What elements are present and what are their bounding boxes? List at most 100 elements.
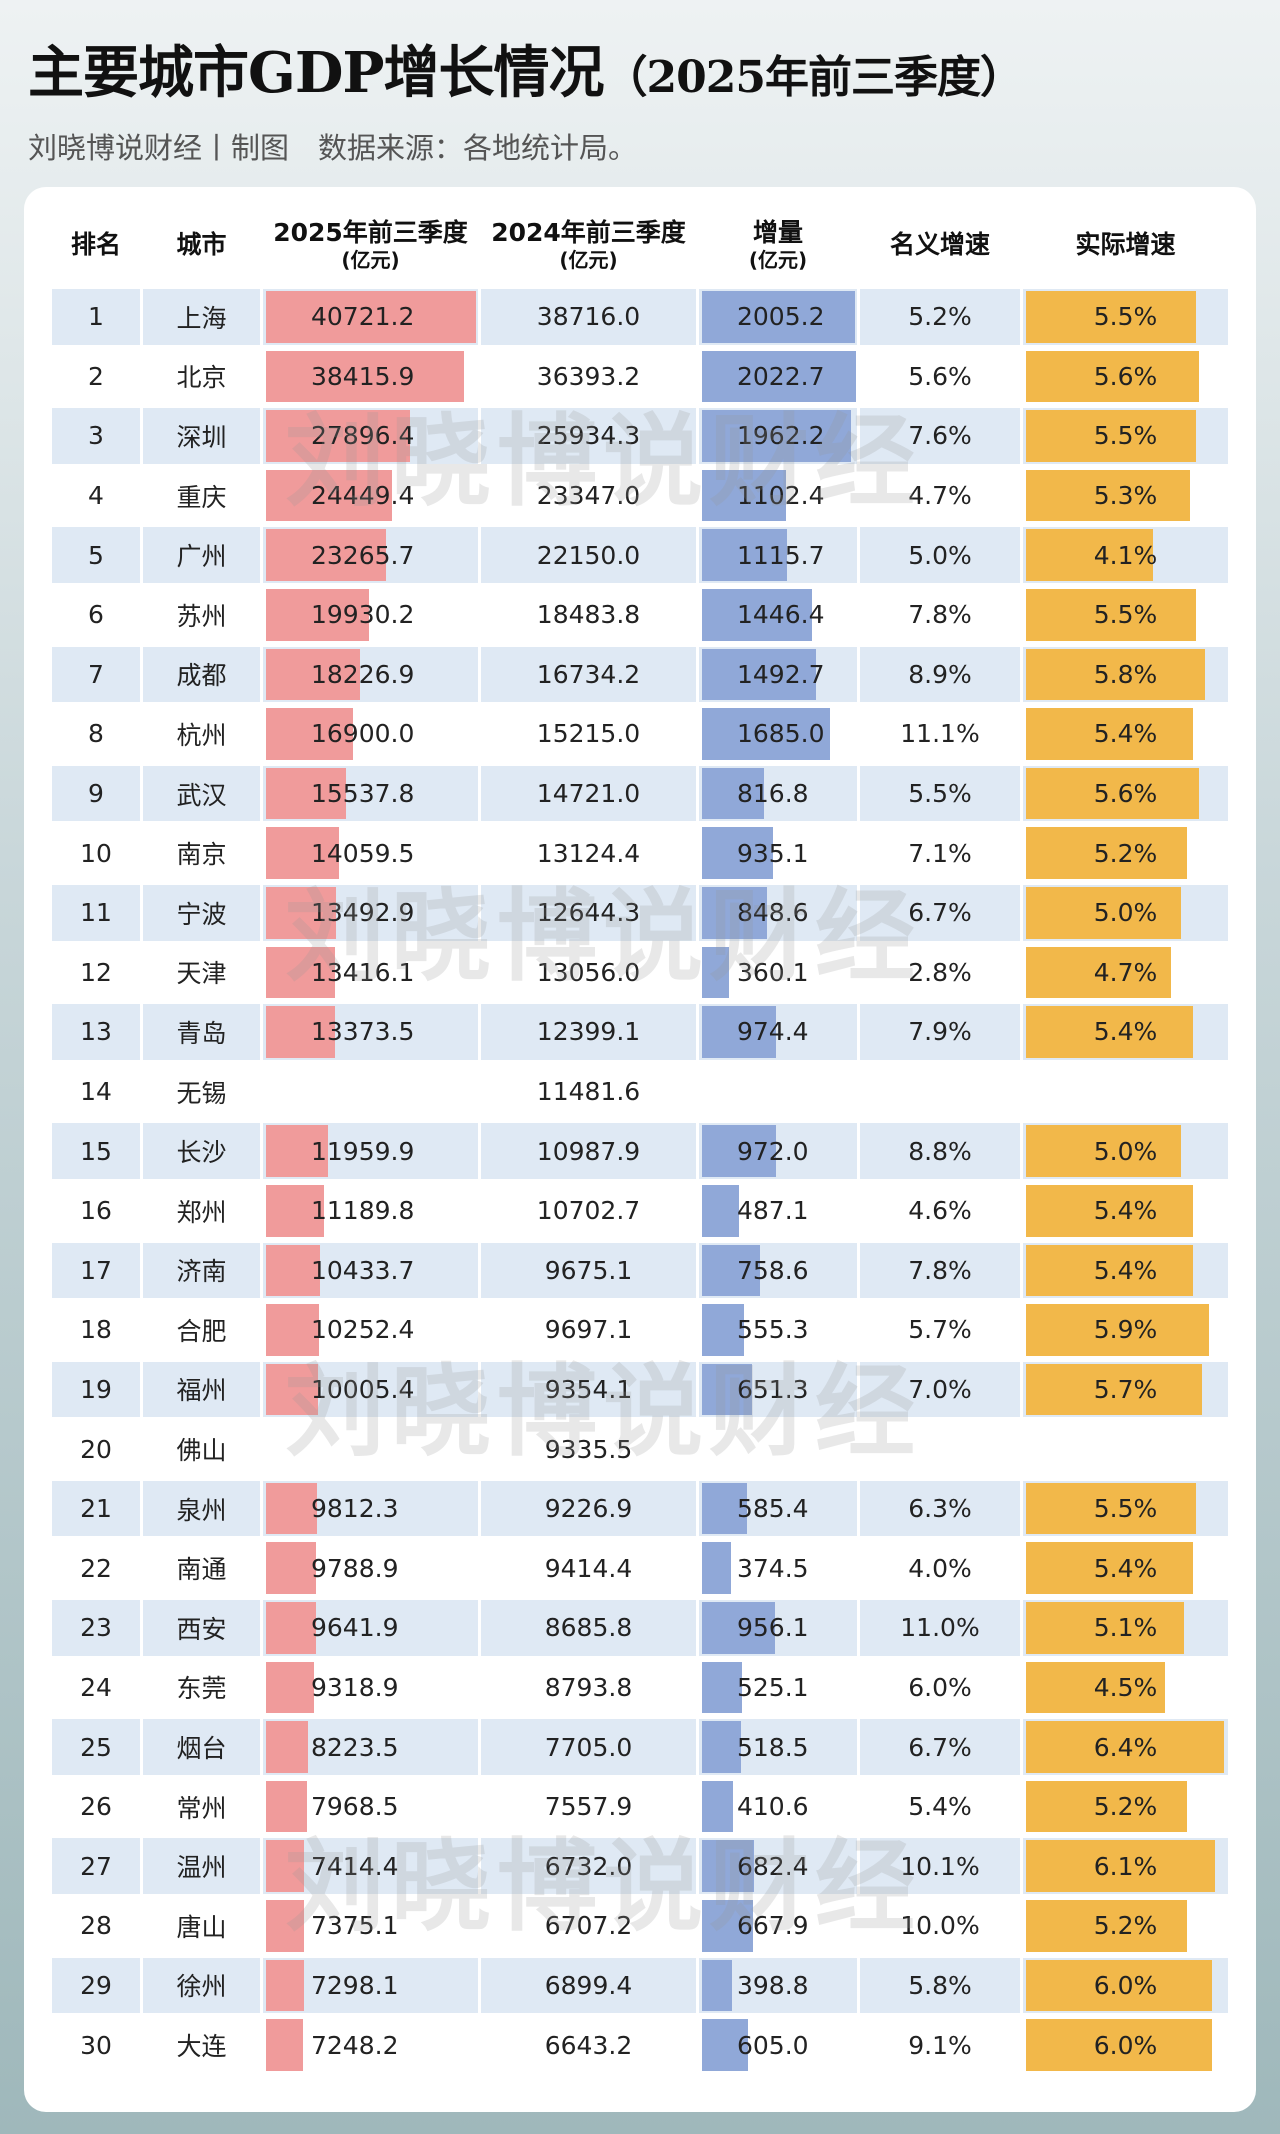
cell-text: 4.0% [908, 1553, 972, 1583]
cell-text: 4.7% [1093, 957, 1158, 987]
cell-text: 5.2% [1093, 1792, 1158, 1822]
cell-gdp-2024: 13056.0 [481, 945, 696, 1001]
cell-text: 徐州 [176, 1972, 227, 2002]
cell-city: 泉州 [143, 1480, 260, 1537]
cell-real-growth: 5.6% [1023, 765, 1228, 822]
cell-text: 14059.5 [311, 838, 415, 868]
cell-gdp-2025: 10433.7 [263, 1242, 478, 1299]
increment-bar [702, 1006, 777, 1058]
header-nominal-growth: 名义增速 [860, 205, 1020, 285]
cell-text: 9335.5 [544, 1434, 633, 1464]
title-period: （2025年前三季度） [603, 52, 1024, 103]
cell-text: 20 [80, 1434, 112, 1464]
cell-text: 13056.0 [536, 957, 641, 987]
cell-text: 杭州 [176, 720, 227, 750]
table-row: 29 徐州 7298.1 6899.4 398.8 5.8% 6.0% [52, 1956, 1230, 2016]
cell-increment: 2005.2 [699, 289, 857, 345]
cell-rank: 26 [52, 1779, 140, 1835]
cell-text: 1115.7 [737, 540, 825, 570]
table-row: 1 上海 40721.2 38716.0 2005.2 5.2% 5.5% [52, 287, 1230, 347]
header-label: 城市 [176, 230, 227, 260]
cell-text: 9812.3 [311, 1494, 399, 1524]
increment-bar [702, 827, 774, 879]
cell-text: 11189.8 [311, 1196, 415, 1226]
cell-city: 北京 [143, 349, 260, 405]
table-row: 16 郑州 11189.8 10702.7 487.1 4.6% 5.4% [52, 1181, 1230, 1241]
table-header: 排名 城市 2025年前三季度 (亿元) 2024年前三季度 (亿元) 增量 (亿元)… [52, 205, 1230, 285]
cell-text: 22 [80, 1553, 112, 1583]
cell-text: 6.0% [1093, 1970, 1158, 2000]
cell-text: 13 [80, 1017, 112, 1047]
cell-gdp-2025: 18226.9 [263, 646, 478, 703]
cell-text: 5.0% [908, 540, 972, 570]
cell-text: 38415.9 [311, 361, 415, 391]
cell-text: 758.6 [737, 1255, 809, 1285]
cell-gdp-2024: 9675.1 [481, 1242, 696, 1299]
cell-text: 西安 [176, 1614, 227, 1644]
cell-real-growth: 6.4% [1023, 1719, 1228, 1775]
cell-text: 南京 [176, 840, 227, 870]
cell-text: 重庆 [176, 482, 227, 512]
cell-nominal-growth: 6.7% [860, 1719, 1020, 1775]
cell-text: 13373.5 [311, 1017, 415, 1047]
table-row: 14 无锡 11481.6 [52, 1062, 1230, 1122]
cell-increment: 605.0 [699, 2017, 857, 2073]
cell-rank: 25 [52, 1719, 140, 1775]
page-title: 主要城市GDP增长情况（2025年前三季度） [28, 28, 1024, 109]
cell-text: 651.3 [737, 1374, 809, 1404]
cell-nominal-growth: 6.3% [860, 1480, 1020, 1537]
cell-increment: 1115.7 [699, 527, 857, 583]
cell-gdp-2025: 9788.9 [263, 1540, 478, 1596]
cell-gdp-2025: 13492.9 [263, 884, 478, 941]
cell-text: 5.4% [1093, 1553, 1158, 1583]
cell-rank: 15 [52, 1123, 140, 1179]
gdp-2025-bar [266, 529, 386, 581]
table-row: 4 重庆 24449.4 23347.0 1102.4 4.7% 5.3% [52, 466, 1230, 526]
cell-gdp-2025: 7248.2 [263, 2017, 478, 2073]
gdp-2025-bar [266, 1661, 315, 1714]
cell-text: 青岛 [176, 1018, 227, 1048]
cell-text: 无锡 [176, 1078, 227, 1108]
cell-nominal-growth: 11.0% [860, 1600, 1020, 1656]
cell-increment: 374.5 [699, 1540, 857, 1596]
cell-text: 4 [88, 481, 104, 511]
cell-real-growth: 5.4% [1023, 1004, 1228, 1060]
cell-rank: 21 [52, 1480, 140, 1537]
cell-real-growth: 5.2% [1023, 1779, 1228, 1835]
cell-real-growth: 5.4% [1023, 1242, 1228, 1299]
header-gdp-2025: 2025年前三季度 (亿元) [263, 205, 478, 285]
table-row: 3 深圳 27896.4 25934.3 1962.2 7.6% 5.5% [52, 406, 1230, 466]
cell-text: 5.8% [908, 1970, 972, 2000]
cell-real-growth: 5.0% [1023, 1123, 1228, 1179]
table-row: 6 苏州 19930.2 18483.8 1446.4 7.8% 5.5% [52, 585, 1230, 645]
increment-bar [702, 708, 831, 760]
cell-city: 武汉 [143, 765, 260, 822]
cell-gdp-2025: 7414.4 [263, 1838, 478, 1895]
cell-text: 38716.0 [536, 302, 641, 332]
cell-text: 5.6% [1093, 361, 1158, 391]
cell-gdp-2024: 22150.0 [481, 527, 696, 583]
cell-text: 9226.9 [544, 1494, 633, 1524]
cell-real-growth: 5.7% [1023, 1361, 1228, 1418]
cell-text: 常州 [176, 1793, 227, 1823]
gdp-2025-bar [266, 1006, 335, 1058]
cell-real-growth: 5.8% [1023, 646, 1228, 703]
cell-text: 18 [80, 1315, 112, 1345]
cell-real-growth: 5.5% [1023, 408, 1228, 464]
cell-gdp-2025: 11189.8 [263, 1183, 478, 1239]
increment-bar [702, 469, 786, 522]
cell-text: 7298.1 [311, 1970, 399, 2000]
cell-gdp-2025: 40721.2 [263, 289, 478, 345]
cell-text: 5.8% [1093, 659, 1158, 689]
table-row: 23 西安 9641.9 8685.8 956.1 11.0% 5.1% [52, 1598, 1230, 1658]
cell-text: 682.4 [737, 1851, 809, 1881]
cell-increment: 1492.7 [699, 646, 857, 703]
cell-text: 11 [80, 898, 112, 928]
increment-bar [702, 886, 767, 939]
increment-bar [702, 1602, 775, 1654]
header-label: 名义增速 [889, 230, 990, 260]
cell-real-growth [1023, 1421, 1228, 1477]
cell-increment: 518.5 [699, 1719, 857, 1775]
gdp-2025-bar [266, 886, 336, 939]
cell-text: 525.1 [737, 1672, 809, 1702]
